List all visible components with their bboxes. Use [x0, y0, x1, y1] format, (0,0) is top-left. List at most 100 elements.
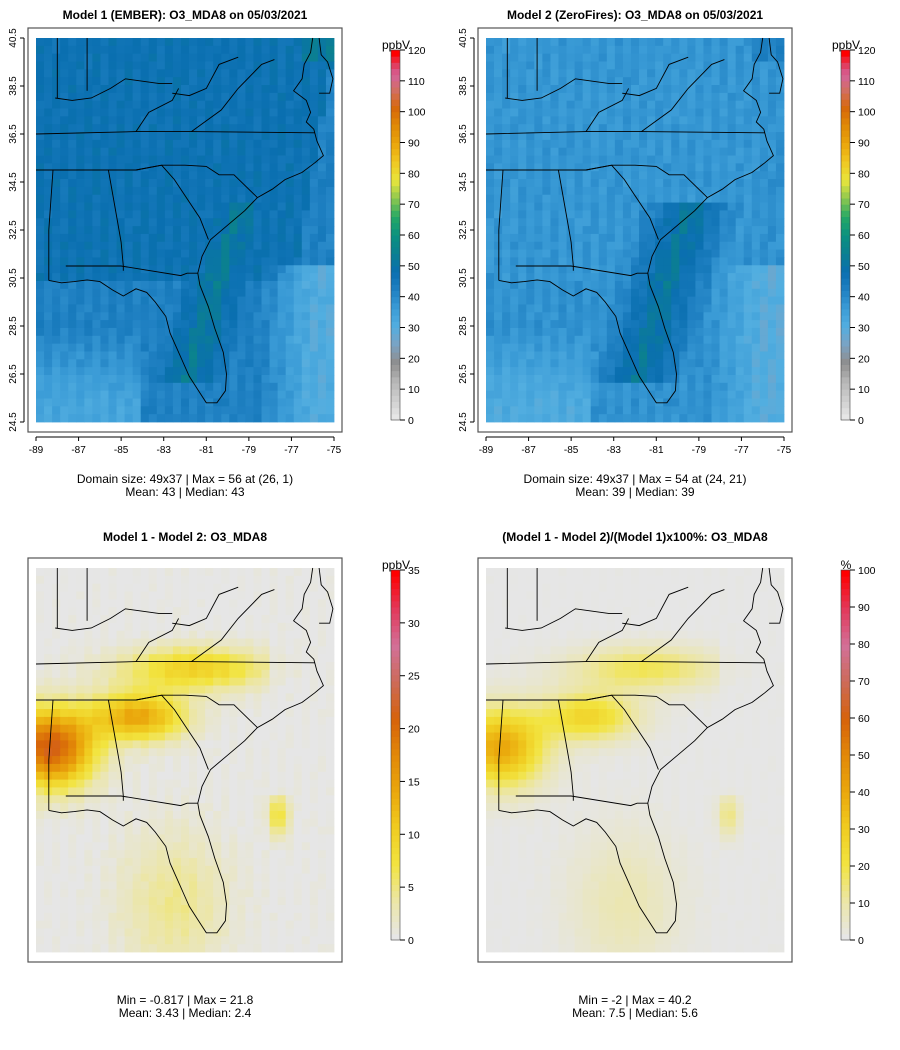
- grid-cell: [286, 623, 294, 631]
- grid-cell: [326, 398, 334, 406]
- grid-cell: [197, 109, 205, 117]
- grid-cell: [221, 312, 229, 320]
- grid-cell: [768, 289, 776, 297]
- grid-cell: [318, 615, 326, 623]
- grid-cell: [221, 93, 229, 101]
- grid-cell: [302, 686, 310, 694]
- grid-cell: [157, 203, 165, 211]
- grid-cell: [84, 203, 92, 211]
- grid-cell: [776, 195, 784, 203]
- grid-cell: [52, 686, 60, 694]
- grid-cell: [286, 367, 294, 375]
- grid-cell: [149, 203, 157, 211]
- grid-cell: [607, 351, 615, 359]
- grid-cell: [108, 132, 116, 140]
- grid-cell: [189, 265, 197, 273]
- grid-cell: [534, 93, 542, 101]
- grid-cell: [52, 265, 60, 273]
- grid-cell: [237, 359, 245, 367]
- grid-cell: [607, 367, 615, 375]
- grid-cell: [687, 336, 695, 344]
- grid-cell: [510, 304, 518, 312]
- grid-cell: [117, 38, 125, 46]
- grid-cell: [205, 140, 213, 148]
- grid-cell: [36, 312, 44, 320]
- grid-cell: [92, 265, 100, 273]
- grid-cell: [149, 77, 157, 85]
- grid-cell: [744, 398, 752, 406]
- grid-cell: [526, 38, 534, 46]
- grid-cell: [720, 69, 728, 77]
- colorbar-tick-label: 50: [858, 261, 870, 273]
- grid-cell: [591, 148, 599, 156]
- y-tick-label: 28.5: [458, 316, 469, 336]
- grid-cell: [679, 297, 687, 305]
- grid-cell: [44, 568, 52, 576]
- grid-cell: [663, 54, 671, 62]
- grid-cell: [44, 592, 52, 600]
- grid-cell: [213, 171, 221, 179]
- grid-cell: [631, 54, 639, 62]
- grid-cell: [768, 281, 776, 289]
- grid-cell: [286, 406, 294, 414]
- grid-cell: [567, 62, 575, 70]
- grid-cell: [712, 320, 720, 328]
- grid-cell: [68, 203, 76, 211]
- grid-cell: [558, 414, 566, 422]
- grid-cell: [197, 148, 205, 156]
- grid-cell: [221, 109, 229, 117]
- grid-cell: [647, 336, 655, 344]
- grid-cell: [720, 140, 728, 148]
- grid-cell: [44, 344, 52, 352]
- grid-cell: [526, 257, 534, 265]
- grid-cell: [253, 54, 261, 62]
- grid-cell: [237, 670, 245, 678]
- grid-cell: [615, 218, 623, 226]
- colorbar-tick-label: 50: [408, 261, 420, 273]
- grid-cell: [237, 383, 245, 391]
- grid-cell: [237, 257, 245, 265]
- grid-cell: [36, 678, 44, 686]
- grid-cell: [141, 717, 149, 725]
- y-tick-label: 30.5: [458, 268, 469, 288]
- grid-cell: [302, 85, 310, 93]
- grid-cell: [133, 748, 141, 756]
- grid-cell: [318, 398, 326, 406]
- grid-cell: [575, 257, 583, 265]
- grid-cell: [197, 639, 205, 647]
- grid-cell: [318, 391, 326, 399]
- grid-cell: [108, 748, 116, 756]
- grid-cell: [558, 69, 566, 77]
- grid-cell: [60, 709, 68, 717]
- grid-cell: [262, 607, 270, 615]
- model1-grid-cells: [36, 38, 334, 422]
- grid-cell: [671, 414, 679, 422]
- grid-cell: [728, 383, 736, 391]
- grid-cell: [326, 132, 334, 140]
- grid-cell: [205, 328, 213, 336]
- grid-cell: [76, 265, 84, 273]
- grid-cell: [76, 678, 84, 686]
- colorbar-swatch: [391, 272, 400, 279]
- colorbar-tick-label: 80: [858, 168, 870, 180]
- grid-cell: [68, 383, 76, 391]
- grid-cell: [76, 320, 84, 328]
- grid-cell: [663, 140, 671, 148]
- grid-cell: [623, 304, 631, 312]
- grid-cell: [575, 85, 583, 93]
- grid-cell: [720, 148, 728, 156]
- grid-cell: [165, 733, 173, 741]
- grid-cell: [687, 148, 695, 156]
- grid-cell: [502, 62, 510, 70]
- grid-cell: [253, 46, 261, 54]
- grid-cell: [494, 344, 502, 352]
- grid-cell: [157, 748, 165, 756]
- grid-cell: [157, 662, 165, 670]
- grid-cell: [752, 187, 760, 195]
- grid-cell: [197, 140, 205, 148]
- grid-cell: [494, 383, 502, 391]
- grid-cell: [494, 414, 502, 422]
- grid-cell: [695, 289, 703, 297]
- grid-cell: [326, 686, 334, 694]
- grid-cell: [720, 336, 728, 344]
